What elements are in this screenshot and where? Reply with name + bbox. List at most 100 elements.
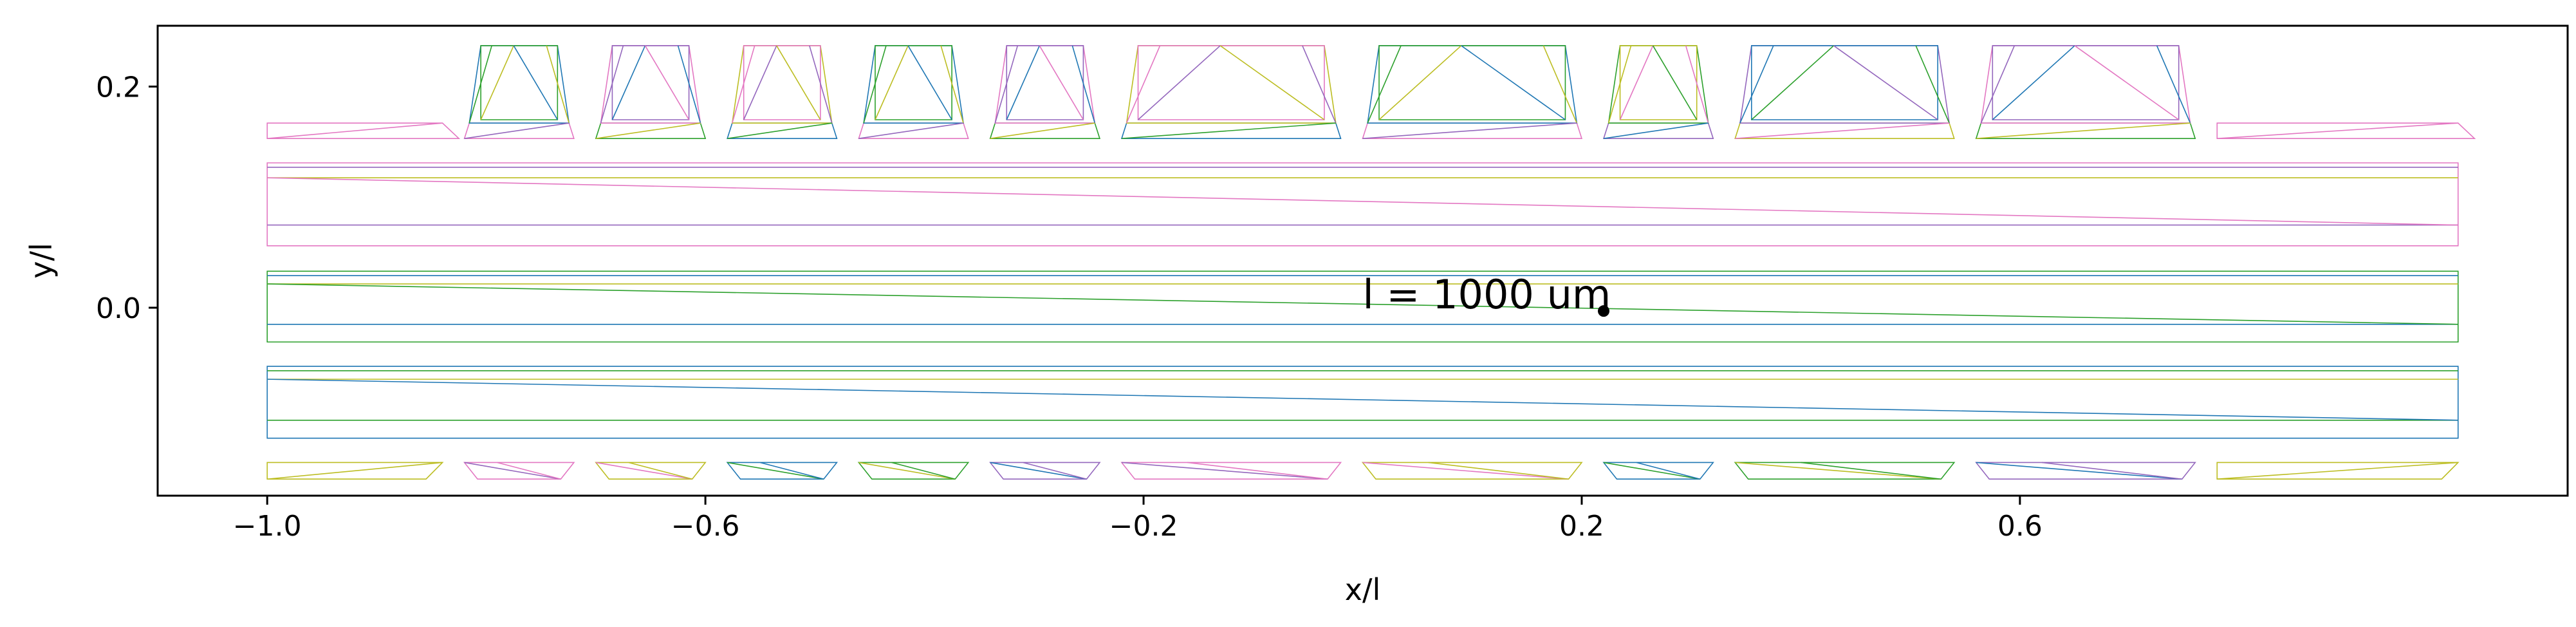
top-pad-inner [1619,45,1698,120]
top-pad-fan [2074,45,2180,120]
x-tick-label: −1.0 [233,510,302,543]
x-tick-label: −0.2 [1109,510,1178,543]
top-pad-fan [1652,45,1698,120]
top-pad-fan [1608,45,1632,124]
top-pad-fan [2156,45,2191,124]
top-pad-fan [1915,45,1950,124]
bottom-pad-diagonal [2041,462,2182,480]
top-pad-diagonal [595,122,701,139]
top-pad-fan [513,45,559,120]
mesh-band [266,366,2459,439]
y-tick-label: 0.2 [96,71,141,104]
top-pad-inner [480,45,559,120]
top-pad-fan [1543,45,1578,124]
top-pad-fan [1378,45,1462,120]
top-pad-fan [863,45,887,124]
top-pad-diagonal [1603,122,1709,139]
side-strip [266,462,444,480]
top-pad-fan [677,45,701,124]
bottom-pad-diagonal [891,462,956,480]
bottom-pad-diagonal [1187,462,1328,480]
top-pad-fan [480,45,514,120]
top-pad-fan [907,45,952,120]
x-tick-label: 0.6 [1997,510,2043,543]
top-pad-fan [1302,45,1337,124]
top-pad-inner [875,45,952,120]
top-pad-fan [1461,45,1566,120]
bottom-pad-diagonal [1023,462,1087,480]
top-pad-inner [1137,45,1325,120]
top-pad-fan [1039,45,1084,120]
bottom-pad-diagonal [464,462,561,480]
axis-ticks: −1.0 −0.6 −0.2 0.2 0.6 0.0 0.2 [96,71,2043,543]
side-strip [2216,462,2460,480]
bottom-pad-diagonal [1603,462,1700,480]
annotation-label: l = 1000 um [1363,271,1611,318]
top-pad-fan [1367,45,1402,124]
top-pad-diagonal [1362,122,1577,139]
bottom-pad-diagonal [497,462,561,480]
bottom-pad-diagonal [727,462,824,480]
bottom-pad-diagonal [1735,462,1941,480]
top-pad-fan [809,45,833,124]
top-pad-fan [1126,45,1161,124]
bottom-pad-diagonal [1121,462,1328,480]
top-pad-fan [546,45,570,124]
mesh-band [266,270,2459,343]
top-pad-inner [1992,45,2180,120]
top-pad-diagonal [990,122,1095,139]
top-pad-fan [1071,45,1096,124]
top-pad-diagonal [727,122,832,139]
bottom-pad-diagonal [760,462,824,480]
top-pad-fan [644,45,690,120]
top-pad-fan [1833,45,1938,120]
side-strip-diagonal [2217,122,2458,139]
top-pad-fan [994,45,1019,124]
top-pad-fan [1219,45,1325,120]
mesh-diagonal [267,177,2458,226]
top-pad-fan [611,45,646,120]
bottom-pad-diagonal [1801,462,1941,480]
mesh-diagonal [267,283,2458,325]
bottom-pad-diagonal [1976,462,2182,480]
top-pad-fan [1685,45,1709,124]
side-strip-diagonal [2217,462,2458,480]
x-tick-label: 0.2 [1559,510,1604,543]
x-tick-label: −0.6 [671,510,740,543]
top-pad-fan [940,45,964,124]
top-pad-inner [1751,45,1938,120]
mesh-diagonal [267,379,2458,421]
bottom-pad-diagonal [858,462,956,480]
y-axis-label: y/l [24,243,59,279]
top-pad-inner [743,45,821,120]
top-pad-diagonal [464,122,570,139]
top-pad-fan [743,45,777,120]
bottom-pad-diagonal [628,462,692,480]
top-pad-fan [1006,45,1041,120]
top-pad-fan [600,45,624,124]
annotation-point [1598,305,1609,317]
top-pad-fan [1137,45,1221,120]
top-pad-inner [611,45,690,120]
side-strip-diagonal [267,122,443,139]
top-pad-inner [1006,45,1084,120]
plot-area [266,45,2476,480]
side-strip-diagonal [267,462,443,480]
bottom-pad-diagonal [1636,462,1701,480]
top-pad-fan [468,45,492,124]
top-pad-diagonal [1976,122,2191,139]
top-pad-fan [1739,45,1774,124]
top-pad-fan [1980,45,2015,124]
bottom-pad-diagonal [1362,462,1569,480]
top-pad-fan [776,45,821,120]
bottom-pad-diagonal [595,462,692,480]
top-pad-fan [1992,45,2075,120]
top-pad-fan [1751,45,1835,120]
top-pad-diagonal [1121,122,1336,139]
bottom-pad-diagonal [1428,462,1569,480]
top-pad-fan [875,45,909,120]
top-pad-diagonal [1735,122,1950,139]
x-axis-label: x/l [1345,572,1381,607]
